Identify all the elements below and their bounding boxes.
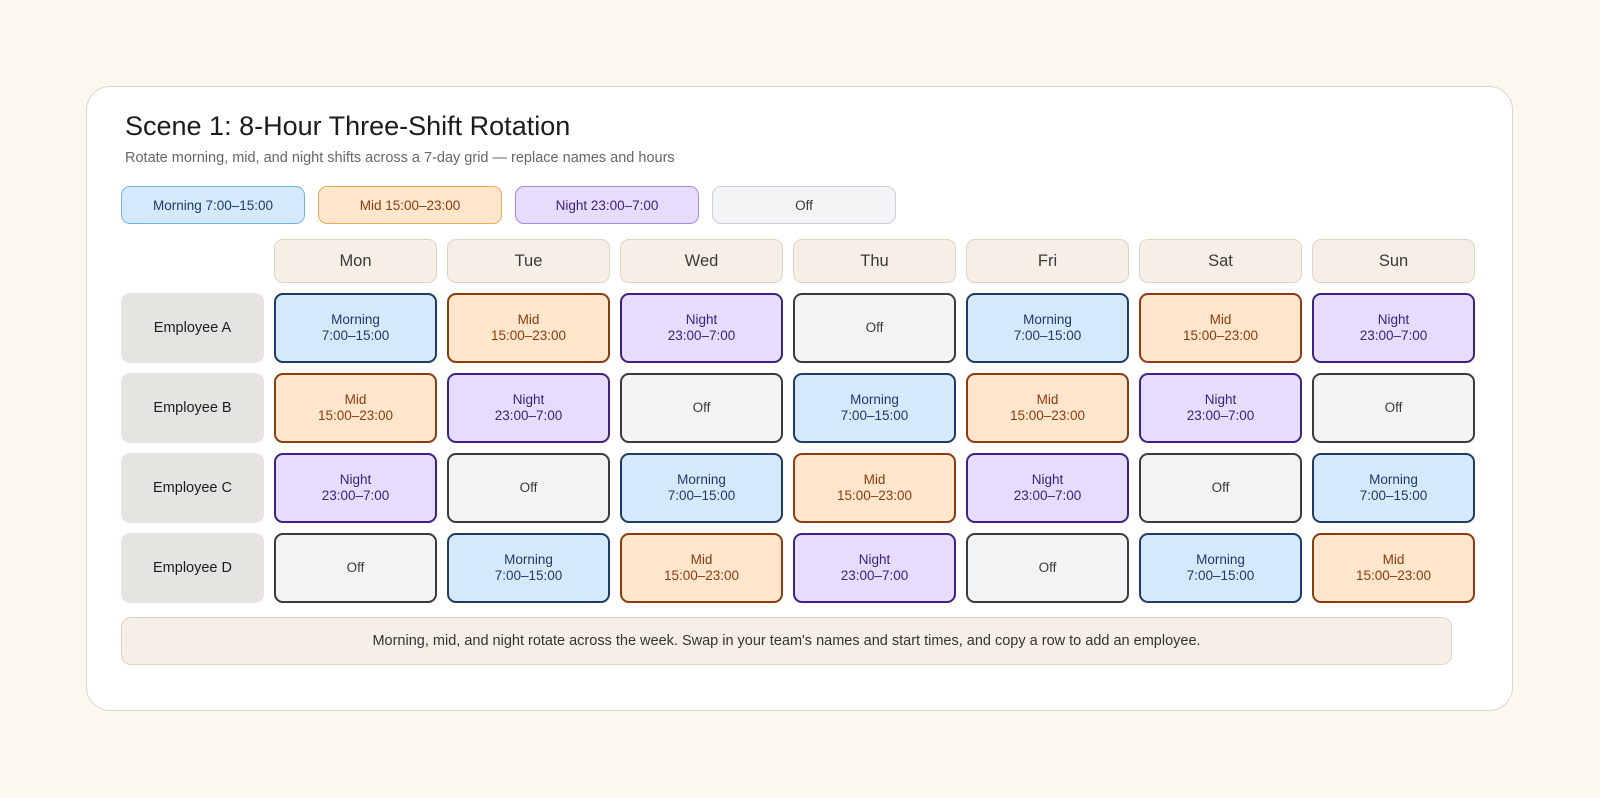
page-subtitle: Rotate morning, mid, and night shifts ac… — [125, 150, 675, 166]
shift-hours: 15:00–23:00 — [317, 408, 394, 423]
shift-name: Mid — [1382, 552, 1405, 567]
shift-hours: 7:00–15:00 — [1359, 488, 1428, 503]
shift-name: Off — [1038, 560, 1057, 575]
shift-name: Night — [1031, 472, 1064, 487]
employee-name: Employee C — [121, 453, 264, 523]
day-header-mon: Mon — [274, 239, 437, 283]
shift-name: Morning — [1023, 312, 1072, 327]
shift-cell: Mid 15:00–23:00 — [620, 533, 783, 603]
shift-name: Morning — [504, 552, 553, 567]
shift-cell: Off — [1312, 373, 1475, 443]
schedule-card: Scene 1: 8-Hour Three-Shift Rotation Rot… — [86, 86, 1513, 711]
shift-cell: Off — [447, 453, 610, 523]
shift-cell: Off — [274, 533, 437, 603]
shift-hours: 15:00–23:00 — [1355, 568, 1432, 583]
shift-name: Night — [512, 392, 545, 407]
shift-cell: Night 23:00–7:00 — [1139, 373, 1302, 443]
shift-name: Morning — [677, 472, 726, 487]
employee-name: Employee D — [121, 533, 264, 603]
shift-hours: 7:00–15:00 — [840, 408, 909, 423]
shift-hours: 7:00–15:00 — [494, 568, 563, 583]
shift-hours: 7:00–15:00 — [1013, 328, 1082, 343]
shift-hours: 15:00–23:00 — [1009, 408, 1086, 423]
shift-cell: Mid 15:00–23:00 — [966, 373, 1129, 443]
shift-legend: Morning 7:00–15:00 Mid 15:00–23:00 Night 2… — [121, 186, 896, 224]
day-header-tue: Tue — [447, 239, 610, 283]
shift-name: Off — [519, 480, 538, 495]
shift-cell: Morning 7:00–15:00 — [620, 453, 783, 523]
shift-hours: 15:00–23:00 — [1182, 328, 1259, 343]
shift-cell: Mid 15:00–23:00 — [447, 293, 610, 363]
shift-name: Off — [346, 560, 365, 575]
employee-name: Employee A — [121, 293, 264, 363]
shift-name: Morning — [850, 392, 899, 407]
shift-cell: Night 23:00–7:00 — [274, 453, 437, 523]
employee-name: Employee B — [121, 373, 264, 443]
shift-cell: Morning 7:00–15:00 — [1139, 533, 1302, 603]
shift-hours: 23:00–7:00 — [1359, 328, 1428, 343]
shift-hours: 23:00–7:00 — [667, 328, 736, 343]
shift-name: Off — [1211, 480, 1230, 495]
shift-name: Morning — [1196, 552, 1245, 567]
shift-name: Night — [858, 552, 891, 567]
legend-item-night: Night 23:00–7:00 — [515, 186, 699, 224]
shift-cell: Mid 15:00–23:00 — [793, 453, 956, 523]
footer-note: Morning, mid, and night rotate across th… — [121, 617, 1452, 665]
shift-cell: Morning 7:00–15:00 — [274, 293, 437, 363]
shift-name: Mid — [863, 472, 886, 487]
rotation-grid: Mon Tue Wed Thu Fri Sat Sun Employee A Morning 7:… — [121, 239, 1475, 603]
shift-cell: Mid 15:00–23:00 — [1139, 293, 1302, 363]
shift-cell: Night 23:00–7:00 — [447, 373, 610, 443]
shift-hours: 23:00–7:00 — [494, 408, 563, 423]
shift-cell: Night 23:00–7:00 — [620, 293, 783, 363]
shift-hours: 7:00–15:00 — [1186, 568, 1255, 583]
grid-corner — [121, 239, 264, 283]
shift-hours: 23:00–7:00 — [1013, 488, 1082, 503]
shift-name: Night — [1204, 392, 1237, 407]
shift-cell: Morning 7:00–15:00 — [966, 293, 1129, 363]
shift-name: Morning — [331, 312, 380, 327]
shift-name: Mid — [517, 312, 540, 327]
shift-name: Off — [692, 400, 711, 415]
shift-hours: 23:00–7:00 — [840, 568, 909, 583]
shift-name: Night — [685, 312, 718, 327]
shift-cell: Morning 7:00–15:00 — [447, 533, 610, 603]
legend-item-off: Off — [712, 186, 896, 224]
shift-cell: Off — [1139, 453, 1302, 523]
shift-name: Mid — [1036, 392, 1059, 407]
shift-name: Mid — [344, 392, 367, 407]
shift-name: Morning — [1369, 472, 1418, 487]
day-header-sat: Sat — [1139, 239, 1302, 283]
shift-hours: 7:00–15:00 — [667, 488, 736, 503]
shift-cell: Morning 7:00–15:00 — [1312, 453, 1475, 523]
page-title: Scene 1: 8-Hour Three-Shift Rotation — [125, 111, 571, 141]
shift-name: Mid — [1209, 312, 1232, 327]
shift-hours: 23:00–7:00 — [1186, 408, 1255, 423]
shift-cell: Off — [620, 373, 783, 443]
shift-cell: Night 23:00–7:00 — [793, 533, 956, 603]
shift-name: Off — [865, 320, 884, 335]
shift-cell: Night 23:00–7:00 — [1312, 293, 1475, 363]
shift-name: Mid — [690, 552, 713, 567]
shift-name: Off — [1384, 400, 1403, 415]
day-header-sun: Sun — [1312, 239, 1475, 283]
day-header-wed: Wed — [620, 239, 783, 283]
shift-hours: 15:00–23:00 — [836, 488, 913, 503]
shift-hours: 15:00–23:00 — [490, 328, 567, 343]
shift-cell: Off — [793, 293, 956, 363]
day-header-fri: Fri — [966, 239, 1129, 283]
legend-item-mid: Mid 15:00–23:00 — [318, 186, 502, 224]
shift-cell: Night 23:00–7:00 — [966, 453, 1129, 523]
shift-hours: 15:00–23:00 — [663, 568, 740, 583]
shift-hours: 23:00–7:00 — [321, 488, 390, 503]
shift-name: Night — [339, 472, 372, 487]
shift-cell: Mid 15:00–23:00 — [1312, 533, 1475, 603]
legend-item-morning: Morning 7:00–15:00 — [121, 186, 305, 224]
shift-hours: 7:00–15:00 — [321, 328, 390, 343]
shift-name: Night — [1377, 312, 1410, 327]
shift-cell: Mid 15:00–23:00 — [274, 373, 437, 443]
shift-cell: Off — [966, 533, 1129, 603]
day-header-thu: Thu — [793, 239, 956, 283]
shift-cell: Morning 7:00–15:00 — [793, 373, 956, 443]
